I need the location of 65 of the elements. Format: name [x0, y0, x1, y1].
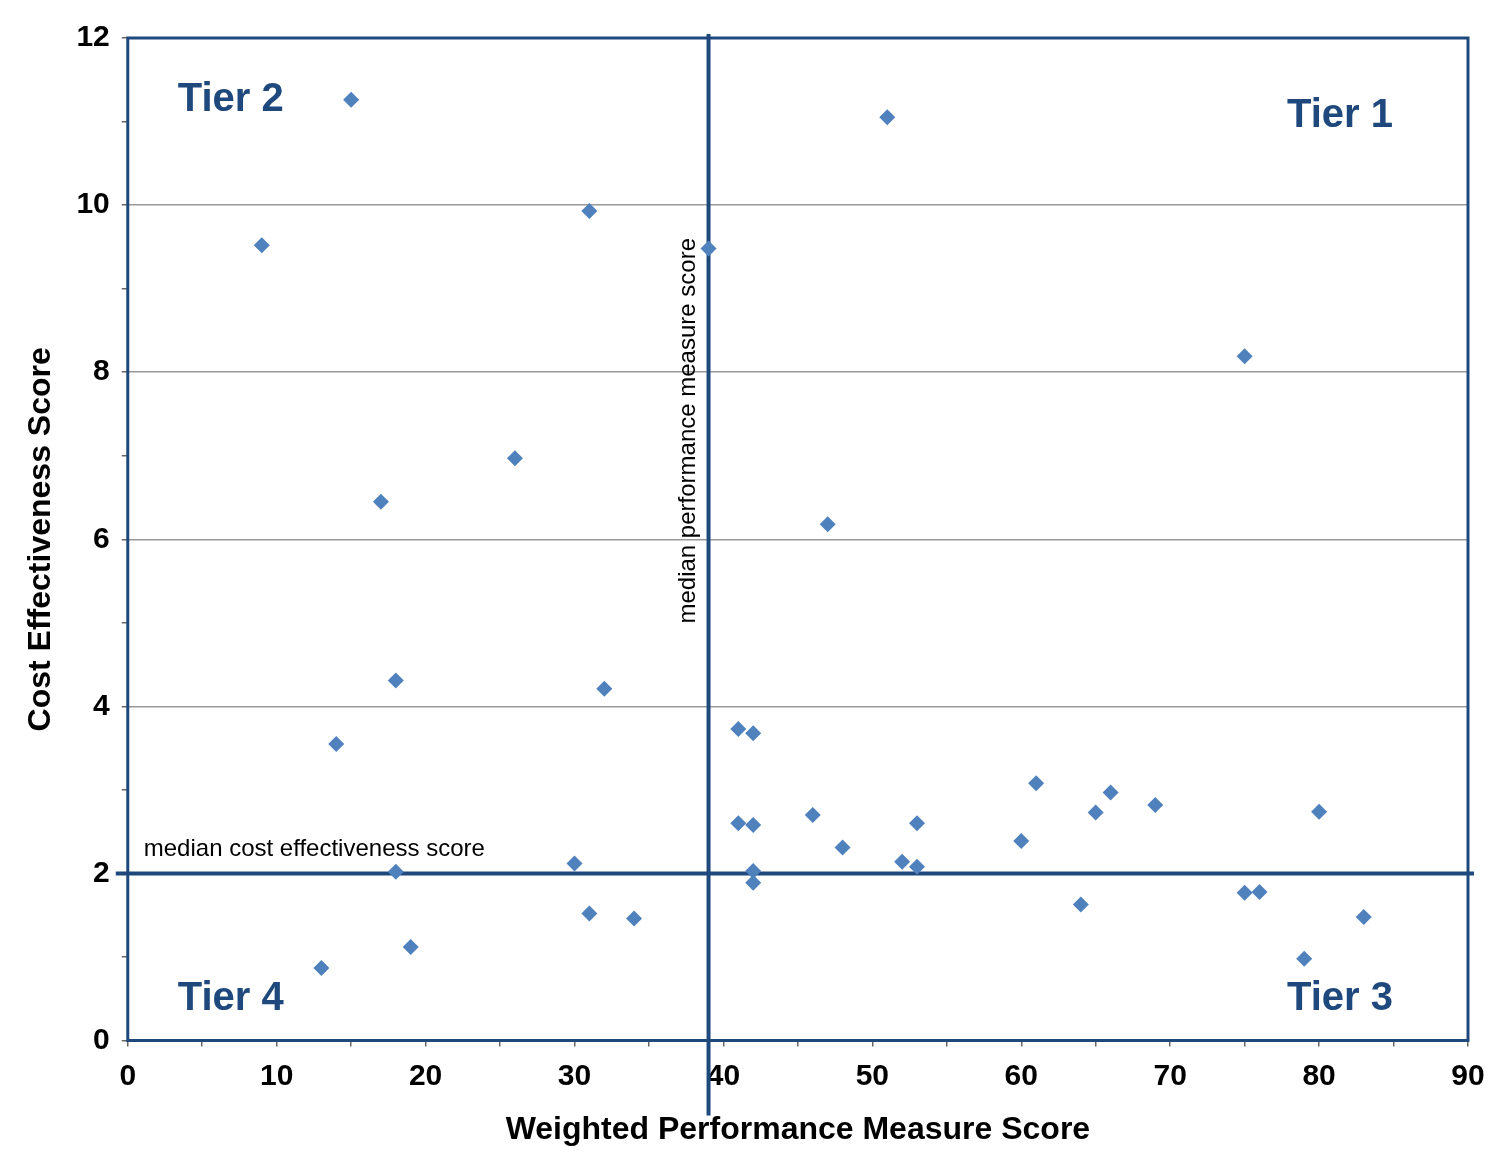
point	[909, 815, 926, 832]
y-tick-label: 10	[76, 186, 110, 220]
point	[745, 862, 762, 879]
point	[387, 863, 404, 880]
x-tick-label: 0	[119, 1057, 137, 1091]
point	[1147, 796, 1164, 813]
point	[343, 91, 360, 108]
point	[328, 736, 345, 752]
point	[626, 910, 643, 927]
point	[819, 516, 836, 533]
point	[1087, 804, 1104, 821]
point	[804, 807, 821, 824]
point	[566, 855, 583, 872]
annotation: Tier 4	[177, 973, 285, 1018]
x-tick-label: 20	[408, 1057, 443, 1091]
point	[506, 450, 523, 467]
point	[581, 905, 598, 922]
point	[1311, 803, 1328, 820]
point	[1072, 896, 1089, 913]
annotation: Tier 3	[1287, 973, 1393, 1018]
point	[1102, 784, 1119, 801]
point	[745, 874, 762, 891]
point	[909, 858, 926, 875]
x-tick-label: 40	[706, 1057, 741, 1091]
x-tick-label: 80	[1302, 1057, 1336, 1091]
point	[1236, 348, 1253, 365]
x-tick-label: 50	[855, 1057, 890, 1091]
point	[581, 202, 598, 219]
x-axis-title: Weighted Performance Measure Score	[505, 1109, 1091, 1146]
annotation: Tier 1	[1287, 91, 1393, 136]
y-tick-label: 12	[76, 19, 110, 53]
point	[730, 720, 747, 737]
point	[894, 853, 911, 870]
y-tick-label: 6	[93, 520, 110, 554]
y-axis-title: Cost Effectiveness Score	[21, 347, 58, 732]
point	[402, 939, 419, 956]
point	[1296, 950, 1313, 967]
annotation: Tier 2	[177, 75, 284, 120]
x-tick-label: 90	[1451, 1057, 1485, 1091]
point	[1028, 775, 1045, 792]
x-tick-label: 60	[1004, 1057, 1038, 1091]
point	[834, 839, 851, 856]
point	[1251, 883, 1268, 900]
point	[745, 725, 762, 742]
point	[745, 817, 762, 834]
point	[596, 680, 613, 697]
x-tick-label: 30	[557, 1057, 592, 1091]
point	[313, 959, 330, 976]
x-tick-label: 10	[260, 1057, 294, 1091]
point	[1236, 884, 1253, 901]
point	[1355, 908, 1372, 925]
point	[879, 109, 896, 126]
point	[1013, 832, 1030, 849]
ref-line-label: median performance measure score	[673, 238, 701, 624]
point	[730, 815, 747, 832]
y-tick-label: 8	[93, 353, 110, 387]
point	[387, 672, 404, 689]
y-tick-label: 2	[93, 854, 110, 888]
point	[253, 237, 270, 254]
point	[700, 240, 717, 257]
y-tick-label: 0	[93, 1021, 110, 1055]
ref-line-label: median cost effectiveness score	[143, 834, 485, 862]
y-tick-label: 4	[93, 687, 111, 721]
x-tick-label: 70	[1153, 1057, 1187, 1091]
point	[372, 493, 389, 510]
